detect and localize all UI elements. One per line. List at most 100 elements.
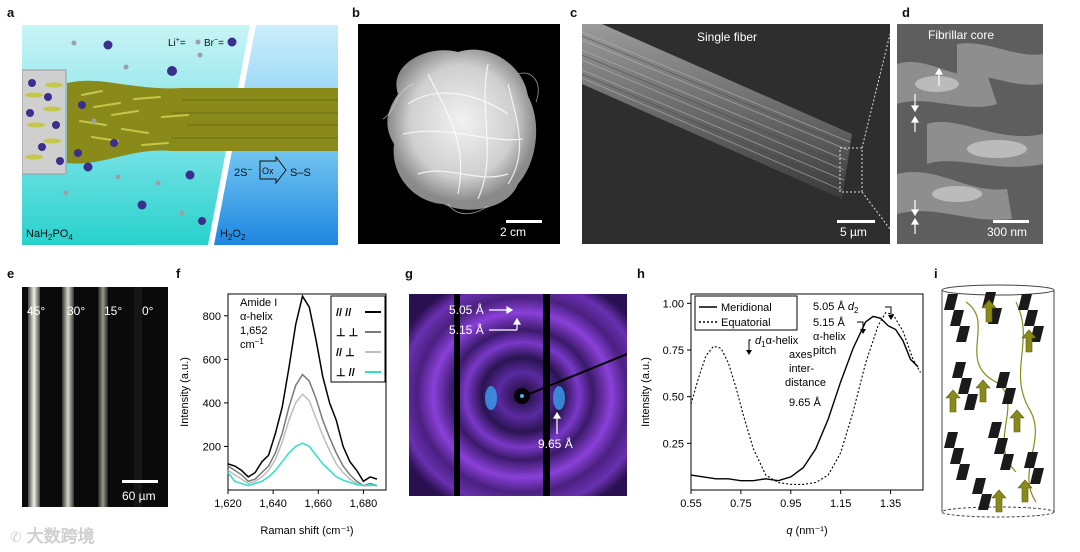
raman-chart: 1,620 1,640 1,660 1,680 200 400 600 800 Raman sh…	[179, 293, 387, 537]
legend-li: Li	[168, 38, 176, 49]
panel-label-b: b	[352, 5, 360, 20]
plot-frame-h	[690, 293, 924, 491]
molecular-model	[941, 284, 1055, 518]
ytick-label-h-1: 0.50	[663, 392, 684, 404]
series-h-1	[690, 312, 921, 485]
legend-label-f-0: // //	[336, 307, 351, 319]
svg-text:Br−=: Br−=	[204, 37, 224, 49]
ylabel-h: Intensity (a.u.)	[640, 357, 652, 427]
ytick-label-h-2: 0.75	[663, 345, 684, 357]
annotation-f-2: α-helix	[240, 311, 273, 323]
legend-box-f	[330, 295, 386, 383]
annotation-pitch-arrowhead	[860, 329, 866, 334]
panel-label-c: c	[570, 5, 578, 20]
annotation-d1-line-1: inter-	[789, 363, 814, 375]
annotation-f-1: Amide I	[240, 297, 277, 309]
panel-label-f: f	[176, 266, 181, 281]
angle-0: 45°	[27, 304, 46, 318]
reaction-left: 2S	[234, 167, 247, 179]
series-h-0	[690, 315, 919, 482]
xtick-label-h-2: 0.95	[780, 498, 801, 510]
annotation-d2-arrowhead	[888, 315, 894, 320]
legend-label-f-3: ⊥ //	[336, 367, 355, 379]
angle-1: 30°	[67, 304, 86, 318]
svg-text:2S−: 2S−	[234, 165, 252, 179]
solution-right: H	[220, 228, 228, 240]
sem-single-fiber: Single fiber 5 µm	[582, 24, 890, 244]
solution-left: NaH	[26, 228, 48, 240]
annotation-d1-line-3: 9.65 Å	[789, 396, 821, 409]
xtick-label-f-3: 1,680	[350, 498, 378, 510]
panel-label-a: a	[7, 5, 15, 20]
annotation-pitch-l2: α-helix	[813, 331, 846, 343]
fiber-bundle-photo: 2 cm	[358, 24, 560, 244]
xtick-label-h-4: 1.35	[880, 498, 901, 510]
series-f-0	[227, 294, 378, 483]
diffraction-ann-1: 5.05 Å	[449, 303, 484, 317]
sem-fibrillar-core: Fibrillar core 300 nm	[897, 24, 1043, 244]
svg-text:H2O2: H2O2	[220, 228, 246, 242]
xtick-label-f-0: 1,620	[214, 498, 242, 510]
panel-a-schematic: Li+= Br−= 2S− Ox S–S NaH2PO4 H2O2	[22, 25, 338, 245]
series-f-3	[227, 442, 378, 487]
xtick-label-h-0: 0.55	[680, 498, 701, 510]
watermark: ✆ 大数跨境	[10, 527, 95, 547]
scale-bar-c: 5 µm	[840, 225, 867, 239]
diffraction-ann-2: 5.15 Å	[449, 323, 484, 337]
xtick-label-f-1: 1,640	[259, 498, 287, 510]
plot-frame-f	[227, 293, 387, 491]
polarized-fiber-image: 45° 30° 15° 0° 60 µm	[22, 287, 168, 507]
legend-label-f-2: // ⊥	[336, 347, 355, 359]
svg-text:NaH2PO4: NaH2PO4	[26, 228, 73, 242]
annotation-pitch-l3: pitch	[813, 345, 836, 357]
annotation-d2-arrow	[885, 306, 892, 316]
ytick-label-f-1: 400	[203, 398, 221, 410]
svg-text:Li+=: Li+=	[168, 37, 186, 49]
legend-label-h-0: Meridional	[721, 302, 772, 314]
scale-bar-b: 2 cm	[500, 225, 527, 239]
title-c: Single fiber	[697, 30, 758, 44]
saxs-chart: 0.55 0.75 0.95 1.15 1.35 0.25 0.50 0.75 1.00 q (n…	[640, 293, 924, 537]
ytick-label-f-0: 200	[203, 441, 221, 453]
annotation-d1-arrowhead	[746, 350, 752, 355]
panel-label-g: g	[405, 266, 413, 281]
annotation-pitch-arrow	[857, 321, 864, 330]
scale-bar-d: 300 nm	[987, 225, 1028, 239]
angle-2: 15°	[104, 304, 123, 318]
reaction-right: S–S	[290, 167, 311, 179]
scale-bar-e: 60 µm	[122, 489, 156, 503]
diffraction-ann-3: 9.65 Å	[538, 437, 573, 451]
ylabel-f: Intensity (a.u.)	[179, 357, 191, 427]
annotation-d1-line-2: distance	[785, 377, 826, 389]
series-f-2	[227, 393, 377, 487]
panel-label-i: i	[934, 266, 938, 281]
legend-label-f-1: ⊥ ⊥	[336, 327, 358, 339]
xlabel-h: q (nm⁻¹)	[786, 525, 827, 537]
xtick-label-h-1: 0.75	[730, 498, 751, 510]
legend-br: Br	[204, 38, 215, 49]
panel-label-d: d	[902, 5, 910, 20]
annotation-d1-line-0: axes	[789, 349, 813, 361]
xtick-label-h-3: 1.15	[830, 498, 851, 510]
annotation-d1-arrow	[748, 339, 751, 352]
xray-diffraction-pattern: 5.05 Å 5.15 Å 9.65 Å	[409, 294, 627, 496]
annotation-pitch-val: 5.15 Å	[813, 316, 845, 329]
ytick-label-h-3: 1.00	[663, 298, 684, 310]
ytick-label-f-3: 800	[203, 311, 221, 323]
ytick-label-h-0: 0.25	[663, 438, 684, 450]
watermark-logo-icon: ✆	[10, 530, 27, 546]
legend-box-h	[694, 295, 798, 331]
annotation-f-4: cm−1	[240, 337, 264, 351]
reaction-ox: Ox	[262, 166, 274, 176]
xlabel-f: Raman shift (cm⁻¹)	[260, 525, 353, 537]
annotation-d2: 5.05 Å d2	[813, 300, 859, 315]
angle-3: 0°	[142, 304, 154, 318]
annotation-d1: d1α-helix	[755, 335, 799, 349]
ytick-label-f-2: 600	[203, 354, 221, 366]
annotation-f-3: 1,652	[240, 325, 268, 337]
legend-label-h-1: Equatorial	[721, 317, 771, 329]
xtick-label-f-2: 1,660	[305, 498, 333, 510]
panel-label-h: h	[637, 266, 645, 281]
series-f-1	[227, 373, 378, 487]
title-d: Fibrillar core	[928, 28, 995, 42]
